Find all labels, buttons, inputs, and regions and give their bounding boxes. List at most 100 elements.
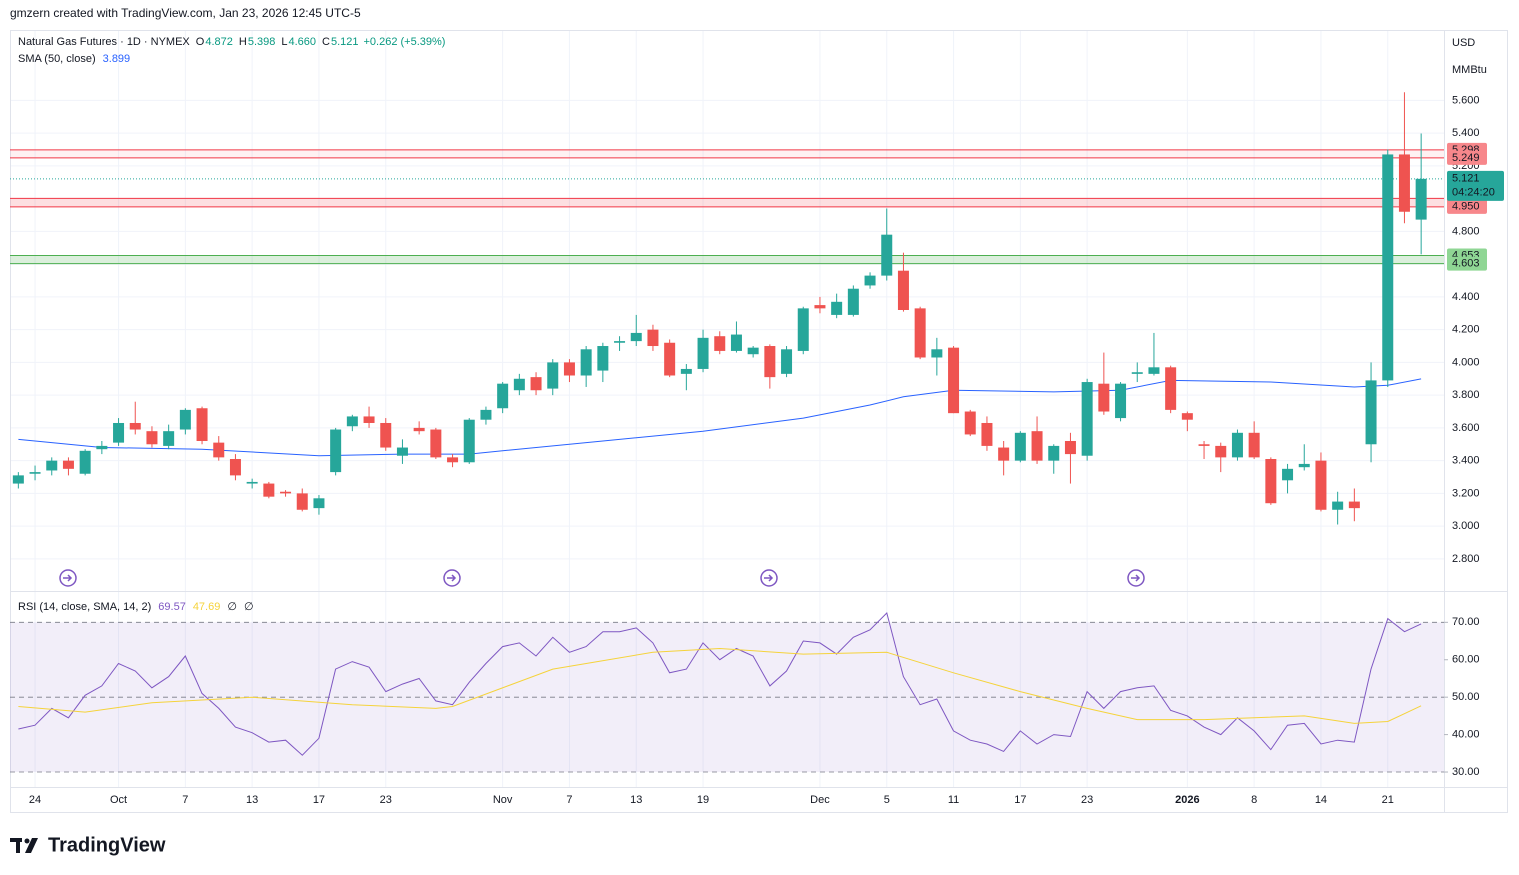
legend-item: 4.660 [288, 36, 316, 48]
event-icon[interactable] [59, 569, 77, 587]
rsi-legend: RSI (14, close, SMA, 14, 2) 69.57 47.69 ∅ ∅ [18, 601, 254, 613]
y-tick-label: 4.000 [1452, 356, 1480, 368]
candle-body [964, 411, 976, 435]
candle-body [1031, 431, 1043, 461]
level-label-box [1447, 150, 1487, 165]
candle-body [1098, 383, 1110, 412]
candle-body [948, 347, 960, 414]
candle-body [46, 460, 58, 471]
rsi-tick-label: 30.00 [1452, 766, 1480, 778]
candle-body [814, 305, 826, 309]
x-tick-label: 11 [948, 794, 959, 806]
x-tick-label: 17 [1014, 794, 1026, 806]
candle-body [547, 362, 559, 389]
legend-item: 3.899 [103, 53, 131, 65]
candle-body [897, 270, 909, 310]
candle-body [296, 493, 308, 510]
credit: gmzern created with TradingView.com, Jan… [10, 6, 361, 20]
candle-body [1215, 445, 1227, 458]
candle-body [1148, 367, 1160, 374]
legend-item: ∅ [244, 601, 254, 613]
candle-body [597, 346, 609, 371]
level-label-box [1447, 256, 1487, 271]
level-label: 4.950 [1452, 201, 1480, 213]
candle-body [998, 447, 1010, 461]
event-arrow [764, 574, 774, 582]
candle-body [1165, 367, 1177, 410]
candle-body [79, 450, 91, 474]
grid [10, 30, 1444, 787]
candle-body [1014, 432, 1026, 461]
candle-body [747, 347, 759, 355]
candle-body [1248, 432, 1260, 458]
candle-body [179, 409, 191, 430]
candle-body [213, 442, 225, 458]
candle-body [981, 422, 993, 446]
legend-item: 5.398 [248, 36, 276, 48]
candle-body [664, 342, 676, 376]
legend-item: 47.69 [193, 601, 221, 613]
y-tick-label: 3.600 [1452, 422, 1480, 434]
candle-body [463, 419, 475, 463]
legend-item: 5.121 [331, 36, 359, 48]
event-arrow [447, 574, 457, 582]
rsi-tick-label: 40.00 [1452, 729, 1480, 741]
candle-body [614, 341, 626, 343]
legend-item: ∅ [227, 601, 237, 613]
legend-item: 4.872 [205, 36, 233, 48]
last-price-box [1447, 170, 1504, 201]
candle-body [1198, 444, 1210, 446]
candle-body [62, 460, 74, 469]
logo-part [16, 838, 20, 853]
candle-body [1315, 460, 1327, 510]
legend-item: O [196, 36, 205, 48]
candle-body [497, 383, 509, 409]
candle-body [12, 475, 24, 484]
y-tick-label: 4.200 [1452, 324, 1480, 336]
legend-item: +0.262 (+5.39%) [364, 36, 446, 48]
candle-body [1415, 178, 1427, 220]
rsi-line [18, 647, 1422, 724]
x-tick-label: 19 [697, 794, 709, 806]
rsi-tick-label: 50.00 [1452, 691, 1480, 703]
event-icons [59, 569, 1145, 587]
candle-body [96, 445, 108, 450]
zone [10, 198, 1444, 207]
x-tick-label: 7 [566, 794, 572, 806]
zone [10, 255, 1444, 264]
candle-body [1398, 154, 1410, 212]
last-price-label: 5.121 [1452, 173, 1480, 185]
event-icon[interactable] [443, 569, 461, 587]
legend-item: 69.57 [158, 601, 186, 613]
legend-item: SMA (50, close) [18, 53, 96, 65]
x-tick-label: Nov [493, 794, 513, 806]
candle-body [881, 234, 893, 276]
x-tick-label: Oct [110, 794, 127, 806]
legend-item: L [281, 36, 287, 48]
candle-body [1382, 154, 1394, 381]
candle-body [680, 368, 692, 374]
candle-body [480, 409, 492, 420]
candle-body [263, 483, 275, 497]
event-icon[interactable] [1127, 569, 1145, 587]
y-tick-label: 4.800 [1452, 225, 1480, 237]
logo-part [24, 838, 30, 844]
zone [10, 149, 1444, 158]
candle-body [413, 427, 425, 432]
x-tick-label: 14 [1315, 794, 1327, 806]
event-arrow [63, 574, 73, 582]
unit-label: USD [1452, 37, 1475, 49]
candle-body [163, 431, 175, 446]
x-tick-label: 7 [182, 794, 188, 806]
candle-body [346, 416, 358, 427]
level-label-box [1447, 199, 1487, 214]
x-tick-label: 24 [29, 794, 41, 806]
candle-body [1332, 501, 1344, 510]
candle-body [246, 481, 258, 484]
candle-body [363, 416, 375, 423]
candle-body [1048, 445, 1060, 461]
candle-body [1265, 459, 1277, 504]
event-icon[interactable] [760, 569, 778, 587]
candle-body [113, 422, 125, 443]
candle-body [797, 308, 809, 351]
